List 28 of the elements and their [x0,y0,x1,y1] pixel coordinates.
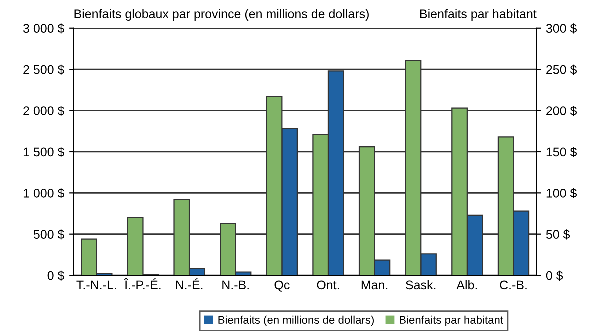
y2-tick-label: 0 $ [546,270,564,281]
legend-label: Bienfaits (en millions de dollars) [218,316,374,326]
y-tick-label: 0 $ [48,270,65,281]
y2-axis-title: Bienfaits par habitant [420,9,537,21]
y-tick-label: 2 500 $ [24,64,65,75]
x-tick-label: Î.-P.-É. [124,278,161,290]
legend-label: Bienfaits par habitant [400,316,504,326]
x-tick-label: Man. [362,280,388,290]
y-tick-label: 1 000 $ [24,188,65,199]
y2-tick-label: 100 $ [546,188,578,199]
y2-tick-label: 300 $ [546,24,578,34]
y-tick-label: 1 500 $ [24,147,65,158]
x-tick-label: N.-B. [222,280,249,290]
x-tick-label: Qc [274,280,290,292]
y-tick-label: 500 $ [34,230,65,240]
y2-tick-label: 200 $ [546,106,578,116]
y2-tick-label: 150 $ [546,147,578,158]
y-tick-label: 2 000 $ [24,106,65,116]
x-tick-label: N.-É. [176,278,203,290]
x-tick-label: Alb. [456,280,478,290]
x-tick-label: T.-N.-L. [76,280,116,290]
y-tick-label: 3 000 $ [24,24,65,34]
y-axis-title: Bienfaits globaux par province (en millions de dollars) [74,9,369,21]
x-tick-label: Sask. [406,280,436,290]
y2-tick-label: 250 $ [546,64,578,75]
y2-tick-label: 50 $ [546,230,570,240]
x-tick-label: Ont. [317,280,340,290]
x-tick-label: C.-B. [500,280,527,290]
